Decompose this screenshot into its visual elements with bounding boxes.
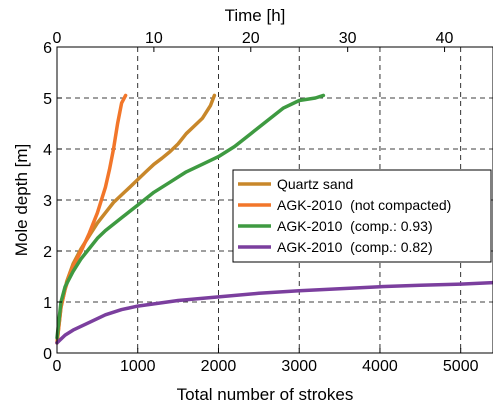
series-line-3: [55, 280, 493, 345]
x-tick-label: 3000: [281, 358, 317, 375]
legend-label: AGK-2010 (not compacted): [277, 197, 451, 213]
y-axis-label: Mole depth [m]: [12, 144, 31, 256]
x-tick-label: 0: [53, 358, 62, 375]
y-tick-label: 1: [43, 295, 52, 312]
y-tick-label: 4: [43, 142, 52, 159]
series-line-1: [55, 93, 128, 345]
y-tick-label: 0: [43, 346, 52, 363]
legend-entry: AGK-2010 (comp.: 0.82): [238, 239, 433, 255]
y-tick-label: 5: [43, 91, 52, 108]
top-tick-label: 40: [436, 30, 454, 47]
x-tick-label: 5000: [443, 358, 479, 375]
legend-label: Quartz sand: [277, 176, 353, 192]
y-tick-label: 2: [43, 244, 52, 261]
x-tick-label: 1000: [120, 358, 156, 375]
series-line-2: [55, 93, 326, 340]
series-layer: [55, 93, 493, 345]
top-axis-label: Time [h]: [225, 6, 286, 25]
top-tick-label: 0: [53, 30, 62, 47]
y-tick-label: 6: [43, 40, 52, 57]
top-tick-label: 20: [242, 30, 260, 47]
x-tick-label: 2000: [201, 358, 237, 375]
legend-entry: Quartz sand: [238, 176, 353, 192]
legend-entry: AGK-2010 (comp.: 0.93): [238, 218, 433, 234]
legend-entry: AGK-2010 (not compacted): [238, 197, 451, 213]
x-axis-label: Total number of strokes: [177, 385, 354, 404]
top-tick-label: 30: [339, 30, 357, 47]
legend: Quartz sand AGK-2010 (not compacted) AGK…: [232, 169, 492, 263]
y-tick-label: 3: [43, 193, 52, 210]
x-tick-label: 4000: [362, 358, 398, 375]
top-tick-label: 10: [145, 30, 163, 47]
legend-label: AGK-2010 (comp.: 0.82): [277, 239, 433, 255]
legend-label: AGK-2010 (comp.: 0.93): [277, 218, 433, 234]
legend-box: [232, 169, 492, 263]
